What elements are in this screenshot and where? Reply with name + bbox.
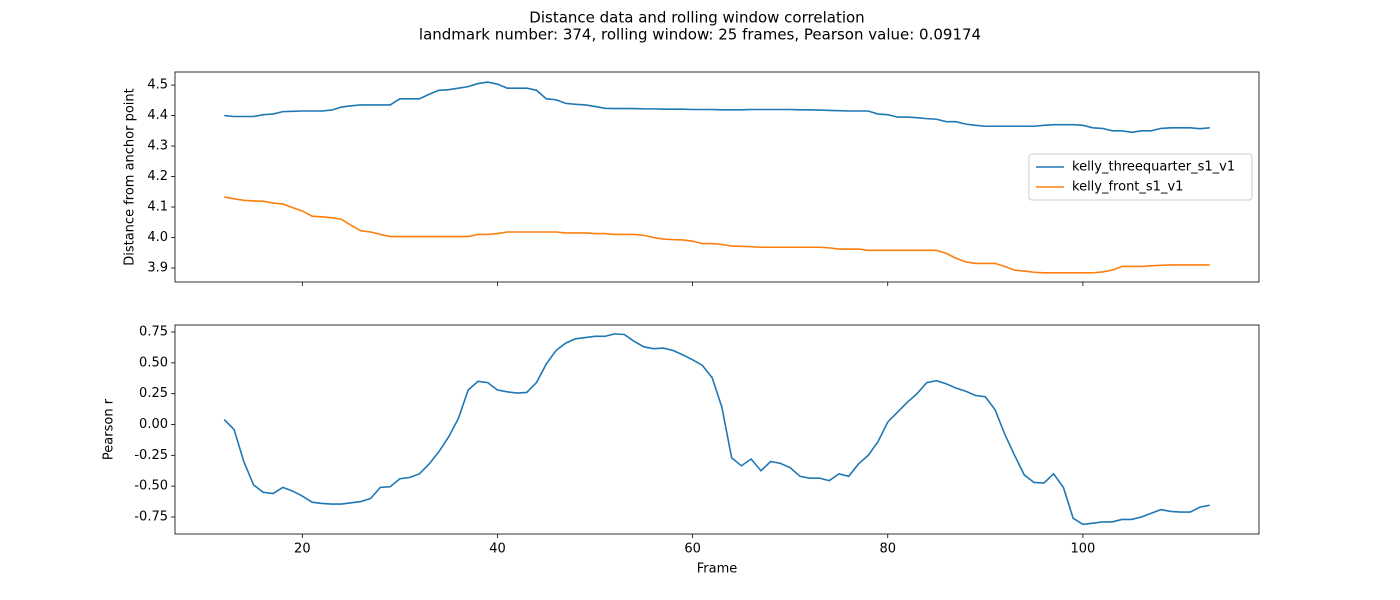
- y-axis-label: Pearson r: [102, 398, 117, 460]
- data-line: [223, 333, 1210, 526]
- y-tick-label: 0.75: [139, 325, 168, 340]
- figure-title: Distance data and rolling window correla…: [529, 9, 864, 27]
- x-tick-label: 20: [294, 542, 311, 557]
- axes-frame: [174, 71, 1260, 283]
- x-tick-label: 100: [1070, 542, 1095, 557]
- y-tick-label: 4.1: [147, 200, 168, 215]
- y-tick-label: 4.3: [147, 139, 168, 154]
- y-tick-label: 0.50: [139, 355, 168, 370]
- legend-box: [1028, 153, 1253, 201]
- y-tick-label: 4.0: [147, 230, 168, 245]
- x-tick-label: 40: [489, 542, 506, 557]
- legend-label: kelly_threequarter_s1_v1: [1072, 160, 1235, 175]
- y-tick-label: 3.9: [147, 260, 168, 275]
- y-tick-label: 4.4: [147, 108, 168, 123]
- figure-subtitle: landmark number: 374, rolling window: 25…: [419, 26, 981, 44]
- y-tick-label: -0.25: [134, 448, 168, 463]
- y-tick-label: 0.25: [139, 386, 168, 401]
- axes-frame: [174, 324, 1260, 535]
- y-tick-label: 4.2: [147, 169, 168, 184]
- data-line: [224, 196, 1210, 274]
- y-tick-label: -0.50: [134, 479, 168, 494]
- y-tick-label: 0.00: [139, 417, 168, 432]
- y-tick-label: -0.75: [134, 509, 168, 524]
- x-tick-label: 80: [879, 542, 896, 557]
- legend-label: kelly_front_s1_v1: [1072, 180, 1183, 195]
- y-axis-label: Distance from anchor point: [123, 88, 138, 266]
- y-tick-label: 4.5: [147, 78, 168, 93]
- data-line: [224, 81, 1210, 134]
- x-axis-label: Frame: [697, 562, 738, 577]
- x-tick-label: 60: [684, 542, 701, 557]
